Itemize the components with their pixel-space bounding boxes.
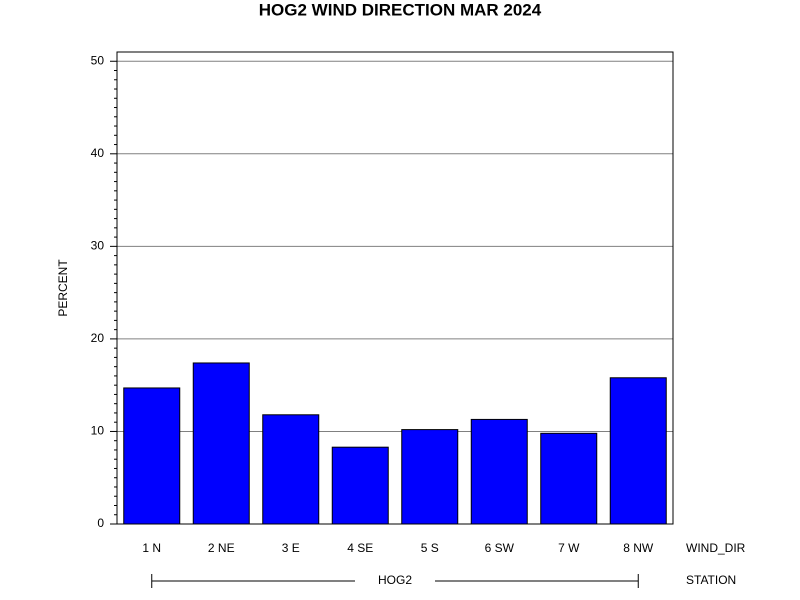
bar: [540, 432, 598, 525]
x-axis-label: WIND_DIR: [686, 541, 746, 555]
x-tick-label: 5 S: [421, 541, 439, 555]
x-tick-label: 1 N: [142, 541, 161, 555]
y-axis-label: PERCENT: [56, 259, 70, 317]
x-tick-label: 8 NW: [623, 541, 654, 555]
x-tick-label: 3 E: [282, 541, 300, 555]
x-tick-label: 7 W: [558, 541, 580, 555]
y-tick-label: 20: [91, 331, 105, 345]
y-tick-label: 40: [91, 146, 105, 160]
group-label: HOG2: [378, 573, 412, 587]
bar: [331, 446, 389, 525]
group-axis-label: STATION: [686, 573, 736, 587]
x-tick-label: 2 NE: [208, 541, 235, 555]
bar: [401, 429, 459, 525]
y-tick-label: 10: [91, 424, 105, 438]
y-tick-label: 0: [97, 516, 104, 530]
x-tick-label: 4 SE: [347, 541, 373, 555]
bar: [192, 362, 250, 525]
plot-frame: [116, 51, 674, 525]
bar: [470, 418, 528, 525]
y-tick-label: 30: [91, 239, 105, 253]
bar: [262, 414, 320, 525]
bar: [123, 387, 181, 525]
y-tick-label: 50: [91, 53, 105, 67]
bar: [609, 377, 667, 525]
chart-title: HOG2 WIND DIRECTION MAR 2024: [259, 0, 542, 19]
x-tick-label: 6 SW: [485, 541, 515, 555]
